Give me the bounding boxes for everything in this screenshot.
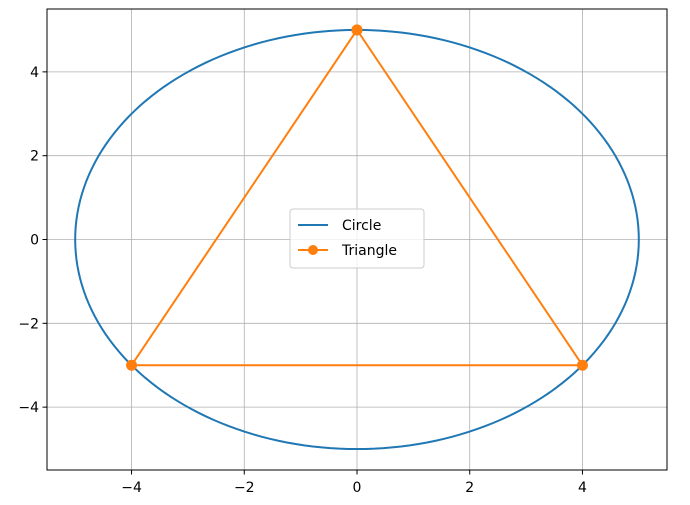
x-tick-label: 4 [578,480,587,496]
series-point-triangle [351,24,363,36]
y-tick-label: −2 [18,316,39,332]
x-tick-label: 0 [353,480,362,496]
series-point-triangle [126,359,138,371]
series-line-circle [74,28,640,451]
legend-box [289,208,425,269]
series-layer [74,24,640,451]
series-point-triangle [576,359,588,371]
x-tick-label: −4 [121,480,142,496]
y-tick-label: 2 [30,149,39,165]
y-tick-label: −4 [18,400,39,416]
y-tick-label: 0 [30,233,39,249]
y-axis-ticks: −4 −2 0 2 4 [18,65,47,416]
series-line-triangle [130,29,584,367]
legend-marker-triangle [308,245,318,255]
y-tick-label: 4 [30,65,39,81]
x-axis-ticks: −4 −2 0 2 4 [121,470,587,496]
legend-label-triangle: Triangle [341,243,397,259]
legend: Circle Triangle [289,208,425,269]
x-tick-label: 2 [465,480,474,496]
x-tick-label: −2 [234,480,255,496]
legend-label-circle: Circle [342,218,381,234]
